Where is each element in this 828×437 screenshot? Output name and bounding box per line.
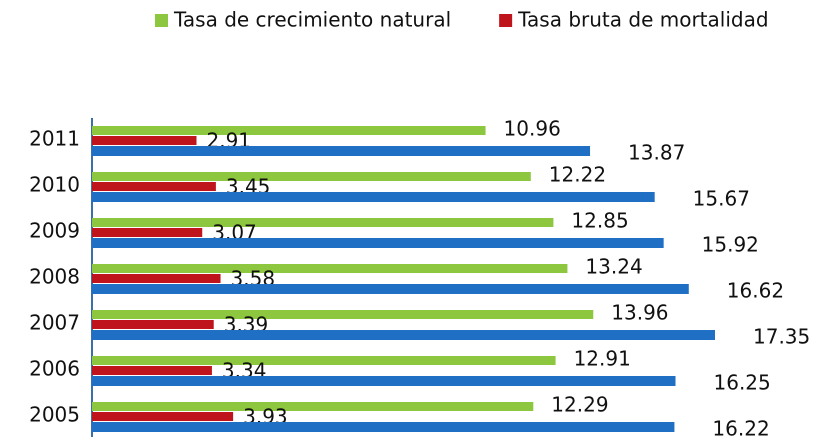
- bar: [92, 356, 556, 365]
- bar: [92, 376, 676, 386]
- bar: [92, 238, 664, 248]
- data-label: 15.67: [693, 187, 750, 211]
- bar: [92, 274, 221, 283]
- data-label: 10.96: [504, 117, 561, 141]
- bar: [92, 330, 715, 340]
- y-tick-label: 2010: [29, 173, 80, 197]
- bar: [92, 172, 531, 181]
- bar: [92, 228, 203, 237]
- y-tick-label: 2006: [29, 357, 80, 381]
- data-label: 12.22: [549, 163, 606, 187]
- y-tick-label: 2009: [29, 219, 80, 243]
- legend-swatch: [499, 14, 513, 27]
- y-tick-label: 2005: [29, 403, 80, 427]
- bar: [92, 182, 216, 191]
- data-label: 12.29: [551, 393, 608, 417]
- bar: [92, 136, 197, 145]
- bar: [92, 422, 675, 432]
- bar: [92, 126, 486, 135]
- bar: [92, 264, 568, 273]
- data-label: 12.91: [574, 347, 631, 371]
- data-label: 16.22: [712, 417, 769, 437]
- data-label: 15.92: [702, 233, 759, 257]
- legend-swatch: [155, 14, 168, 27]
- bar: [92, 412, 234, 421]
- legend-label: Tasa bruta de mortalidad: [517, 8, 768, 32]
- legend-label: Tasa de crecimiento natural: [173, 8, 451, 32]
- data-label: 16.25: [714, 371, 771, 395]
- bar: [92, 218, 554, 227]
- bar: [92, 310, 594, 319]
- data-label: 12.85: [571, 209, 628, 233]
- data-label: 13.87: [628, 141, 685, 165]
- y-tick-label: 2007: [29, 311, 80, 335]
- data-label: 17.35: [753, 325, 810, 349]
- data-label: 16.62: [727, 279, 784, 303]
- bar: [92, 284, 689, 294]
- data-label: 13.96: [611, 301, 668, 325]
- bar: [92, 320, 214, 329]
- bar: [92, 192, 655, 202]
- bar: [92, 366, 212, 375]
- bar: [92, 402, 534, 411]
- y-tick-label: 2008: [29, 265, 80, 289]
- y-tick-label: 2011: [29, 127, 80, 151]
- bar: [92, 146, 591, 156]
- data-label: 13.24: [585, 255, 642, 279]
